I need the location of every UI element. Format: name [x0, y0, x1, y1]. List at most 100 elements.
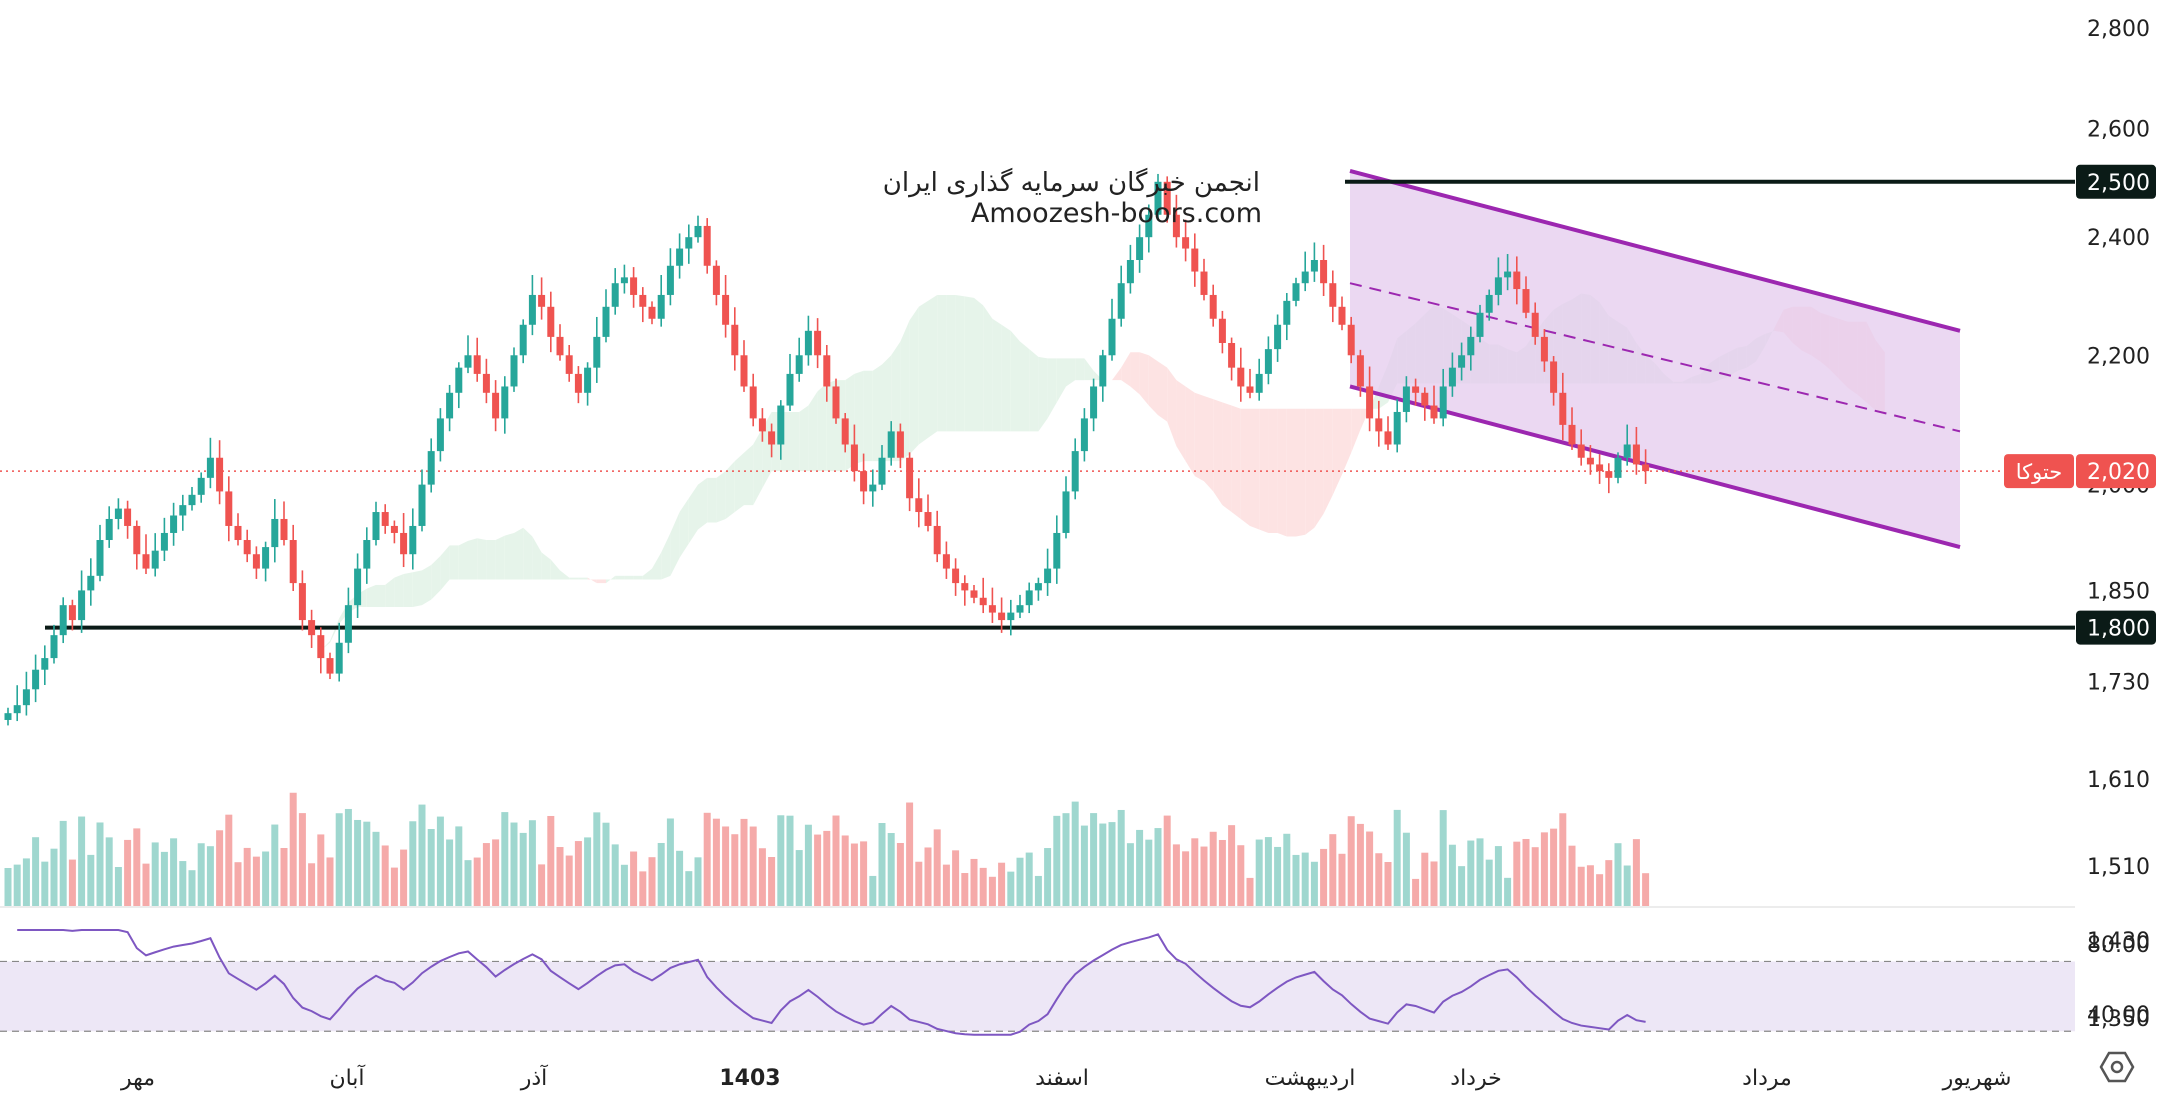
- candle-body: [1025, 590, 1033, 606]
- settings-icon[interactable]: [2099, 1051, 2135, 1083]
- volume-bar: [749, 826, 757, 906]
- candle-body: [1154, 181, 1162, 215]
- candle-body: [657, 294, 665, 319]
- cloud-segment: [1240, 408, 1250, 526]
- cloud-segment: [366, 584, 376, 608]
- candle-body: [1485, 294, 1493, 313]
- cloud-segment: [550, 559, 560, 580]
- cloud-segment: [532, 536, 542, 580]
- volume-bar: [1329, 834, 1337, 906]
- volume-bar: [372, 831, 380, 906]
- rsi-band: [0, 961, 2075, 1032]
- price-tick-label: 2,600: [2087, 118, 2150, 143]
- volume-bar: [1347, 816, 1355, 906]
- volume-bar: [1632, 839, 1640, 906]
- volume-bar: [1458, 866, 1466, 906]
- volume-bar: [1550, 828, 1558, 906]
- volume-bar: [1320, 848, 1328, 906]
- volume-bar: [68, 859, 76, 906]
- candle-body: [1172, 214, 1180, 238]
- volume-bar: [1264, 837, 1272, 906]
- volume-bar: [206, 846, 214, 906]
- volume-bar: [1375, 853, 1383, 906]
- volume-bar: [1228, 825, 1236, 906]
- rsi-line: [17, 929, 1646, 1036]
- cloud-segment: [1056, 358, 1066, 403]
- volume-bar: [446, 839, 454, 906]
- volume-bar: [418, 804, 426, 906]
- cloud-segment: [799, 405, 809, 472]
- channel-lower-line: [1349, 384, 1961, 550]
- cloud-segment: [670, 512, 680, 576]
- candle-body: [326, 658, 334, 674]
- candle-body: [1338, 306, 1346, 325]
- candle-body: [427, 451, 435, 485]
- volume-bar: [593, 812, 601, 906]
- volume-bar: [1504, 877, 1512, 906]
- candle-body: [556, 336, 564, 356]
- candle-body: [390, 525, 398, 533]
- candle-body: [1044, 568, 1052, 584]
- rsi-tick-label: 80.00: [2087, 933, 2150, 958]
- cloud-segment: [412, 570, 422, 608]
- cloud-segment: [679, 498, 689, 558]
- volume-bar: [1053, 815, 1061, 906]
- candle-body: [206, 457, 214, 478]
- candle-body: [1384, 431, 1392, 445]
- candle-body: [225, 491, 233, 526]
- volume-bar: [528, 820, 536, 906]
- cloud-segment: [744, 444, 754, 506]
- cloud-segment: [817, 383, 827, 472]
- volume-bar: [308, 863, 316, 906]
- volume-bar: [1154, 828, 1162, 906]
- candle-body: [1614, 457, 1622, 478]
- volume-bar: [722, 826, 730, 906]
- candle-body: [188, 494, 196, 506]
- candle-body: [887, 431, 895, 458]
- volume-bar: [1136, 829, 1144, 906]
- cloud-segment: [1047, 358, 1057, 419]
- candle-body: [703, 225, 711, 266]
- candle-body: [961, 583, 969, 591]
- candle-body: [216, 457, 224, 492]
- candle-body: [501, 386, 509, 419]
- volume-bar: [768, 857, 776, 906]
- volume-bar: [786, 815, 794, 906]
- volume-bar: [455, 826, 463, 906]
- volume-bar: [234, 862, 242, 906]
- candle-body: [1568, 424, 1576, 445]
- candle-body: [1329, 283, 1337, 307]
- candle-body: [105, 518, 113, 541]
- candle-body: [694, 225, 702, 238]
- candle-body: [142, 554, 150, 569]
- time-axis-label: 1403: [719, 1066, 780, 1091]
- watermark-line-1: انجمن خبرگان سرمایه گذاری ایران: [882, 168, 1260, 198]
- candle-body: [381, 512, 389, 526]
- volume-bar: [1182, 851, 1190, 906]
- candle-body: [280, 518, 288, 541]
- volume-bar: [731, 834, 739, 906]
- volume-bar: [1108, 822, 1116, 906]
- volume-bar: [1080, 825, 1088, 906]
- candle-body: [685, 237, 693, 249]
- candle-body: [482, 373, 490, 393]
- volume-bar: [188, 870, 196, 906]
- candle-body: [1467, 336, 1475, 356]
- volume-bar: [151, 842, 159, 906]
- cloud-segment: [560, 570, 570, 580]
- cloud-segment: [983, 305, 993, 432]
- volume-bar: [170, 838, 178, 906]
- volume-bar: [924, 847, 932, 906]
- volume-bar: [1384, 862, 1392, 906]
- candle-body: [915, 498, 923, 513]
- candle-body: [666, 265, 674, 295]
- cloud-segment: [633, 575, 643, 580]
- volume-bar: [1099, 823, 1107, 906]
- cloud-segment: [928, 294, 938, 438]
- candle-body: [344, 605, 352, 643]
- candle-body: [630, 277, 638, 295]
- cloud-segment: [1075, 358, 1085, 381]
- volume-bar: [390, 867, 398, 906]
